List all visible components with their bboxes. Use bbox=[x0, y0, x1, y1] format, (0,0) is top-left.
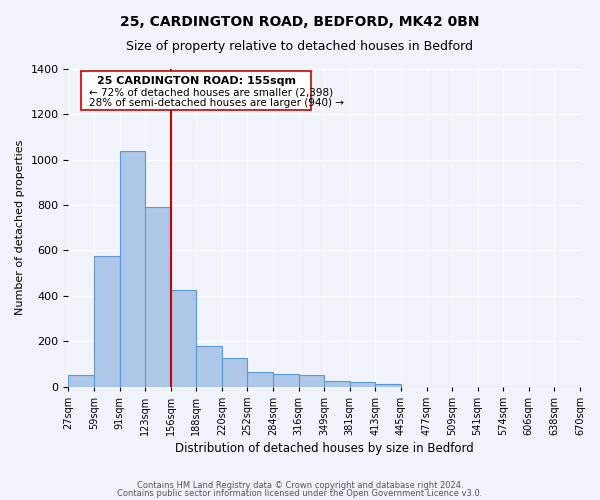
Bar bbox=[324, 381, 350, 386]
FancyBboxPatch shape bbox=[81, 72, 311, 110]
Bar bbox=[171, 290, 196, 386]
Bar bbox=[299, 375, 324, 386]
Text: Size of property relative to detached houses in Bedford: Size of property relative to detached ho… bbox=[127, 40, 473, 53]
Bar bbox=[94, 256, 119, 386]
Bar bbox=[376, 384, 401, 386]
Text: 25 CARDINGTON ROAD: 155sqm: 25 CARDINGTON ROAD: 155sqm bbox=[97, 76, 296, 86]
Text: 28% of semi-detached houses are larger (940) →: 28% of semi-detached houses are larger (… bbox=[89, 98, 344, 108]
Text: Contains HM Land Registry data © Crown copyright and database right 2024.: Contains HM Land Registry data © Crown c… bbox=[137, 481, 463, 490]
Bar bbox=[247, 372, 273, 386]
Bar bbox=[68, 375, 94, 386]
Y-axis label: Number of detached properties: Number of detached properties bbox=[15, 140, 25, 316]
Bar bbox=[222, 358, 247, 386]
Text: ← 72% of detached houses are smaller (2,398): ← 72% of detached houses are smaller (2,… bbox=[89, 88, 333, 98]
Text: 25, CARDINGTON ROAD, BEDFORD, MK42 0BN: 25, CARDINGTON ROAD, BEDFORD, MK42 0BN bbox=[120, 15, 480, 29]
Bar bbox=[119, 150, 145, 386]
Bar bbox=[350, 382, 376, 386]
Bar bbox=[145, 208, 171, 386]
X-axis label: Distribution of detached houses by size in Bedford: Distribution of detached houses by size … bbox=[175, 442, 473, 455]
Text: Contains public sector information licensed under the Open Government Licence v3: Contains public sector information licen… bbox=[118, 488, 482, 498]
Bar bbox=[273, 374, 299, 386]
Bar bbox=[196, 346, 222, 387]
